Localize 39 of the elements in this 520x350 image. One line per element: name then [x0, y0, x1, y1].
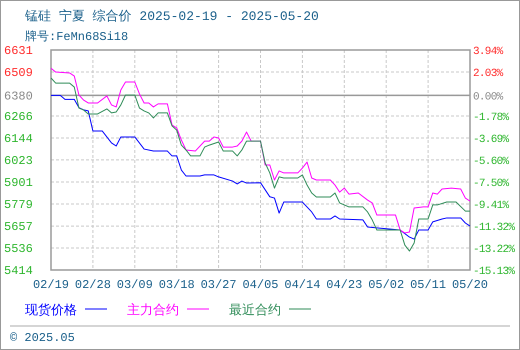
- x-tick-label: 03/09: [116, 278, 153, 292]
- x-tick-label: 04/14: [284, 278, 320, 292]
- y2-tick-label: -1.78%: [473, 112, 510, 124]
- y-tick-label: 5657: [4, 220, 33, 234]
- y-tick-label: 5901: [4, 176, 33, 190]
- y-tick-label: 6631: [4, 44, 33, 58]
- y2-tick-label: -9.41%: [473, 200, 510, 212]
- chart-title: 锰硅 宁夏 综合价 2025-02-19 - 2025-05-20: [24, 8, 319, 24]
- y-tick-label: 6023: [4, 154, 33, 168]
- x-tick-label: 02/19: [32, 278, 70, 292]
- legend-label: 现货价格: [25, 303, 77, 318]
- y2-tick-label: -7.50%: [473, 178, 510, 190]
- x-tick-label: 05/02: [368, 278, 404, 292]
- x-tick-label: 03/27: [200, 278, 237, 292]
- y2-tick-label: -5.60%: [473, 156, 510, 168]
- legend-label: 最近合约: [229, 303, 281, 318]
- y2-tick-label: 3.94%: [473, 46, 504, 58]
- y2-tick-label: -15.13%: [473, 266, 516, 278]
- x-tick-label: 04/23: [326, 278, 362, 292]
- y-tick-label: 5536: [4, 242, 33, 256]
- y2-tick-label: -11.32%: [473, 222, 516, 234]
- x-tick-label: 05/11: [410, 278, 446, 292]
- y-tick-label: 6266: [4, 110, 33, 124]
- y2-tick-label: 2.03%: [473, 68, 504, 80]
- y-tick-label: 5414: [4, 264, 33, 278]
- x-tick-label: 02/28: [74, 278, 111, 292]
- x-tick-label: 04/05: [242, 278, 279, 292]
- chart-subtitle: 牌号:FeMn68Si18: [25, 30, 128, 44]
- y-tick-label: 6509: [4, 66, 33, 80]
- text: © 2025.05: [10, 331, 75, 345]
- x-tick-label: 03/18: [158, 278, 195, 292]
- y2-tick-label: 0.00%: [473, 91, 504, 104]
- y2-tick-label: -13.22%: [473, 244, 516, 256]
- y-tick-label: 6144: [4, 132, 33, 146]
- x-tick-label: 05/20: [452, 278, 488, 292]
- y2-tick-label: -3.69%: [473, 134, 510, 146]
- y-tick-label: 6380: [4, 89, 33, 104]
- legend-label: 主力合约: [127, 302, 179, 318]
- y-tick-label: 5779: [4, 198, 33, 212]
